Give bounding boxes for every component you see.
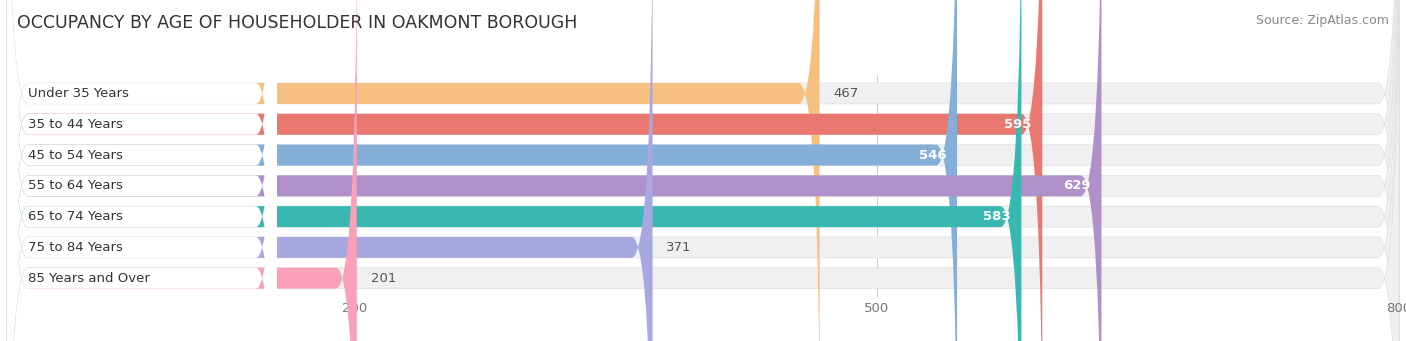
Text: Under 35 Years: Under 35 Years bbox=[28, 87, 129, 100]
Text: 201: 201 bbox=[371, 272, 396, 285]
FancyBboxPatch shape bbox=[7, 0, 1399, 341]
FancyBboxPatch shape bbox=[7, 0, 1399, 341]
FancyBboxPatch shape bbox=[7, 0, 277, 341]
Text: 65 to 74 Years: 65 to 74 Years bbox=[28, 210, 122, 223]
Text: 85 Years and Over: 85 Years and Over bbox=[28, 272, 150, 285]
FancyBboxPatch shape bbox=[7, 0, 1399, 341]
FancyBboxPatch shape bbox=[7, 0, 277, 341]
FancyBboxPatch shape bbox=[7, 0, 1042, 341]
Text: OCCUPANCY BY AGE OF HOUSEHOLDER IN OAKMONT BOROUGH: OCCUPANCY BY AGE OF HOUSEHOLDER IN OAKMO… bbox=[17, 14, 578, 32]
Text: 595: 595 bbox=[1004, 118, 1032, 131]
Text: Source: ZipAtlas.com: Source: ZipAtlas.com bbox=[1256, 14, 1389, 27]
FancyBboxPatch shape bbox=[7, 0, 277, 341]
FancyBboxPatch shape bbox=[7, 0, 277, 341]
FancyBboxPatch shape bbox=[7, 0, 1399, 341]
FancyBboxPatch shape bbox=[7, 0, 277, 341]
Text: 75 to 84 Years: 75 to 84 Years bbox=[28, 241, 122, 254]
Text: 55 to 64 Years: 55 to 64 Years bbox=[28, 179, 122, 192]
FancyBboxPatch shape bbox=[7, 0, 1399, 341]
Text: 629: 629 bbox=[1063, 179, 1091, 192]
Text: 546: 546 bbox=[920, 149, 946, 162]
FancyBboxPatch shape bbox=[7, 0, 277, 341]
Text: 467: 467 bbox=[834, 87, 859, 100]
FancyBboxPatch shape bbox=[7, 0, 1399, 341]
FancyBboxPatch shape bbox=[7, 0, 820, 341]
FancyBboxPatch shape bbox=[7, 0, 277, 341]
Text: 371: 371 bbox=[666, 241, 692, 254]
FancyBboxPatch shape bbox=[7, 0, 1021, 341]
FancyBboxPatch shape bbox=[7, 0, 957, 341]
FancyBboxPatch shape bbox=[7, 0, 652, 341]
Text: 583: 583 bbox=[983, 210, 1011, 223]
Text: 35 to 44 Years: 35 to 44 Years bbox=[28, 118, 122, 131]
Text: 45 to 54 Years: 45 to 54 Years bbox=[28, 149, 122, 162]
FancyBboxPatch shape bbox=[7, 0, 357, 341]
FancyBboxPatch shape bbox=[7, 0, 1101, 341]
FancyBboxPatch shape bbox=[7, 0, 1399, 341]
